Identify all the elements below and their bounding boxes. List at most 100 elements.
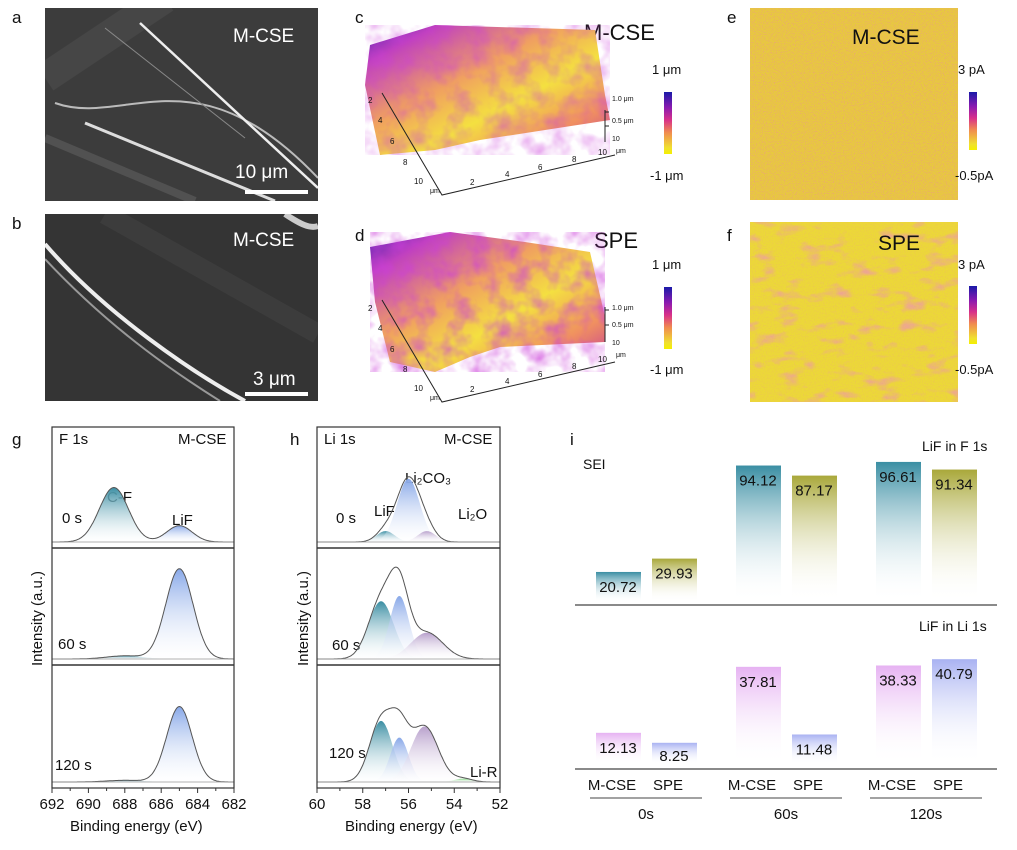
envelope-line	[317, 707, 500, 783]
x-tick-label: 682	[221, 796, 246, 813]
afm-z-tick: 1.0 μm	[612, 96, 634, 103]
stack-label: 0 s	[336, 510, 357, 527]
afm-tick: 2	[470, 385, 475, 394]
bar-value-label: 91.34	[935, 477, 973, 494]
bar	[652, 558, 697, 602]
category-label: SPE	[793, 777, 823, 794]
afm-tick: 10	[414, 384, 423, 393]
scale-bar-a	[245, 190, 308, 194]
envelope-line	[52, 486, 234, 543]
category-label: SPE	[653, 777, 683, 794]
scale-text-b: 3 μm	[253, 369, 296, 390]
bar	[792, 475, 837, 602]
bar-value-label: 96.61	[879, 469, 917, 486]
afm-tick: 8	[572, 362, 577, 371]
peak-fit-LiF	[52, 568, 234, 659]
panel-letter-b: b	[12, 214, 22, 233]
x-tick-label: 684	[185, 796, 210, 813]
colorbar-max-c: 1 μm	[652, 62, 682, 77]
colorbar-min-f: -0.5pA	[955, 362, 994, 377]
afm-tick: 4	[505, 170, 510, 179]
group-label: 0s	[638, 806, 654, 823]
bar	[736, 666, 781, 764]
afm-tick: 6	[538, 370, 543, 379]
afm-3d-map-d	[370, 232, 616, 403]
bar-value-label: 37.81	[739, 674, 777, 691]
category-label: M-CSE	[868, 777, 916, 794]
afm-tick: 8	[403, 158, 408, 167]
bar	[736, 465, 781, 602]
colorbar-max-e: 3 pA	[958, 62, 985, 77]
colorbar-min-c: -1 μm	[650, 168, 684, 183]
colorbar-min-d: -1 μm	[650, 362, 684, 377]
peak-fit-Li₂CO₃	[317, 596, 500, 659]
afm-z-tick: 1.0 μm	[612, 305, 634, 312]
bar-value-label: 87.17	[795, 483, 833, 500]
afm-label-d: SPE	[594, 228, 639, 253]
map-label-e: M-CSE	[852, 26, 920, 49]
panel-letter-h: h	[290, 430, 300, 449]
afm-z-tick: 10	[612, 340, 620, 347]
afm-unit: μm	[430, 395, 440, 402]
bar	[652, 742, 697, 764]
group-label: 120s	[910, 806, 943, 823]
bar	[932, 469, 977, 602]
bar	[596, 732, 641, 764]
series-label-li1s: LiF in Li 1s	[919, 618, 987, 634]
afm-tick: 10	[598, 148, 607, 157]
peak-fit-LiF	[317, 601, 500, 659]
x-tick-label: 56	[400, 796, 417, 813]
afm-tick: 6	[390, 137, 395, 146]
bar-value-label: 94.12	[739, 473, 777, 490]
bar-value-label: 29.93	[655, 566, 693, 583]
map-label-f: SPE	[878, 232, 921, 255]
panel-letter-g: g	[12, 430, 22, 449]
panel-letter-e: e	[727, 8, 737, 27]
bar-value-label: 40.79	[935, 666, 973, 683]
bar-value-label: 20.72	[599, 579, 637, 596]
xps-f1s-chart: 692 690 688 686 684 682	[39, 426, 247, 813]
afm-tick: 8	[572, 155, 577, 164]
bar	[596, 571, 641, 602]
peak-label-lif: LiF	[172, 512, 193, 529]
afm-unit: μm	[430, 188, 440, 195]
current-map-f	[750, 222, 958, 402]
x-axis-label-g: Binding energy (eV)	[70, 818, 203, 835]
sem-label-a: M-CSE	[233, 26, 295, 47]
x-tick-label: 690	[76, 796, 101, 813]
colorbar-max-d: 1 μm	[652, 257, 682, 272]
afm-tick: 4	[378, 116, 383, 125]
colorbar-f	[969, 286, 977, 344]
afm-tick: 2	[368, 304, 373, 313]
peak-fit-Li₂CO₃	[317, 478, 500, 542]
colorbar-min-e: -0.5pA	[955, 168, 994, 183]
afm-z-tick: 0.5 μm	[612, 118, 634, 125]
bar	[792, 734, 837, 764]
x-axis-label-h: Binding energy (eV)	[345, 818, 478, 835]
afm-tick: 10	[414, 177, 423, 186]
stack-label: 120 s	[329, 745, 366, 762]
sem-texture	[45, 214, 318, 401]
peak-label-li2co3: Li₂CO₃	[405, 470, 452, 487]
peak-fit-Li₂O	[317, 632, 500, 659]
afm-tick: 2	[470, 178, 475, 187]
sample-label-h: M-CSE	[444, 431, 493, 448]
panel-letter-d: d	[355, 226, 365, 245]
sem-image-a: M-CSE 10 μm	[45, 8, 318, 201]
category-label: SPE	[933, 777, 963, 794]
peak-fit-Li₂O	[317, 726, 500, 782]
x-tick-label: 686	[149, 796, 174, 813]
colorbar-d	[664, 287, 672, 349]
afm-z-unit: μm	[616, 148, 626, 155]
x-tick-label: 688	[112, 796, 137, 813]
sem-image-b: M-CSE 3 μm	[45, 214, 318, 401]
x-tick-label: 52	[492, 796, 509, 813]
peak-label-lir: Li-R	[470, 764, 498, 781]
peak-fit-LiF	[52, 706, 234, 782]
bar-value-label: 12.13	[599, 740, 637, 757]
afm-tick: 10	[598, 355, 607, 364]
peak-fit-LiF	[317, 720, 500, 782]
peak-fit-Li-R	[317, 778, 500, 782]
category-label: M-CSE	[588, 777, 636, 794]
x-tick-label: 54	[446, 796, 463, 813]
